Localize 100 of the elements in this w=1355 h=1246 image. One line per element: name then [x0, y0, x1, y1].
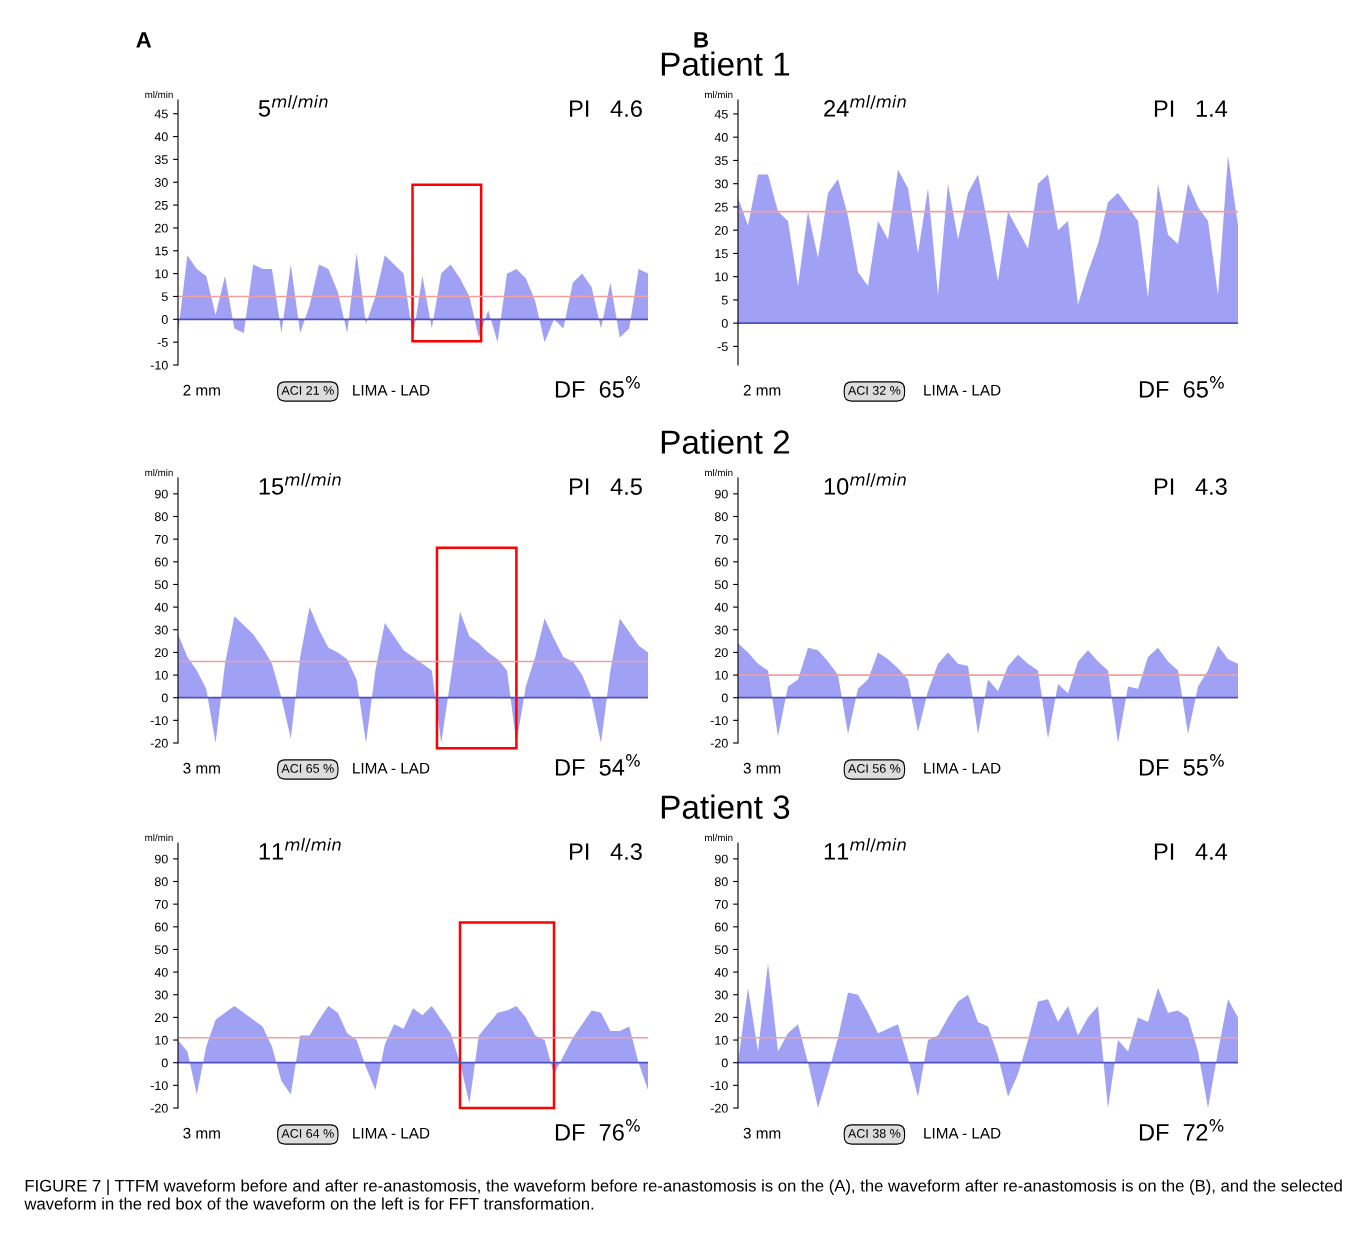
y-tick-label: 50: [154, 945, 168, 955]
y-tick-label: 0: [161, 1058, 168, 1068]
y-tick-label: 50: [714, 580, 728, 590]
chart-subtitle: B: [694, 32, 709, 48]
text: LIMA - LAD: [353, 384, 430, 396]
chart-title: Patient 2: [661, 429, 790, 454]
text: LIMA - LAD: [924, 1127, 1001, 1139]
text: DF 65$^{%}$: [1139, 376, 1224, 398]
y-axis-title: ml/min: [145, 833, 173, 842]
y-tick-label: -20: [150, 738, 168, 748]
y-tick-label: 20: [155, 223, 168, 233]
y-tick-label: 90: [154, 854, 168, 864]
annotation: 11$^{ml/min}$: [259, 837, 341, 860]
annotation: PI 4.3: [570, 843, 642, 860]
y-tick-label: 30: [714, 179, 728, 189]
y-tick-label: 20: [155, 1013, 168, 1023]
y-tick-label: 40: [714, 132, 728, 142]
annotation: PI 4.3: [1154, 478, 1227, 495]
y-tick-label: 40: [154, 602, 168, 612]
y-tick-label: 10: [715, 670, 728, 680]
y-tick-label: 20: [155, 648, 168, 658]
text: 3 mm: [743, 1127, 781, 1139]
y-tick-label: -5: [717, 342, 728, 352]
y-tick-label: 60: [155, 557, 168, 567]
y-tick-label: 0: [721, 693, 728, 703]
text: ACI 21 %: [281, 386, 334, 395]
y-tick-label: 40: [714, 967, 728, 977]
chart-title: Patient 3: [661, 794, 790, 819]
y-tick-label: 30: [714, 990, 728, 1000]
y-tick-label: 10: [155, 1035, 168, 1045]
y-tick-label: 30: [154, 990, 168, 1000]
annotation: PI 4.5: [570, 478, 642, 495]
text: DF 55$^{%}$: [1139, 754, 1224, 776]
text: ACI 65 %: [281, 764, 334, 773]
y-tick-label: -20: [710, 1103, 728, 1113]
annotation: PI 4.6: [570, 100, 642, 117]
y-tick-label: 90: [714, 854, 728, 864]
y-tick-label: 5: [721, 295, 728, 305]
y-tick-label: -20: [710, 738, 728, 748]
y-tick-label: 25: [715, 202, 728, 212]
chart-subtitle: A: [136, 32, 152, 48]
y-tick-label: -5: [157, 338, 168, 347]
y-tick-label: 45: [714, 109, 728, 119]
y-tick-label: 0: [721, 318, 728, 328]
y-tick-label: 15: [155, 246, 168, 256]
y-tick-label: 0: [161, 693, 168, 703]
text: DF 54$^{%}$: [555, 754, 640, 776]
text: 2 mm: [743, 384, 781, 396]
y-tick-label: 90: [714, 489, 728, 499]
text: ACI 38 %: [848, 1129, 901, 1138]
y-tick-label: -10: [150, 1081, 168, 1090]
y-tick-label: -10: [150, 716, 168, 725]
text: LIMA - LAD: [353, 1127, 430, 1139]
y-tick-label: -20: [150, 1103, 168, 1113]
y-tick-label: 5: [161, 292, 168, 302]
y-tick-label: 70: [715, 534, 728, 544]
y-tick-label: 10: [155, 670, 168, 680]
y-tick-label: 15: [715, 249, 728, 259]
y-tick-label: 80: [154, 512, 168, 522]
text: LIMA - LAD: [924, 762, 1001, 774]
y-tick-label: 40: [714, 602, 728, 612]
y-tick-label: 90: [154, 489, 168, 499]
annotation: 11$^{ml/min}$: [824, 837, 906, 860]
y-tick-label: -10: [150, 360, 168, 370]
annotation: PI 4.4: [1154, 843, 1228, 860]
annotation: 10$^{ml/min}$: [824, 472, 906, 495]
y-tick-label: 40: [154, 132, 168, 142]
y-tick-label: 20: [715, 225, 728, 235]
y-tick-label: 70: [155, 899, 168, 909]
y-tick-label: 80: [714, 877, 728, 887]
y-axis-title: ml/min: [145, 468, 173, 477]
y-axis-title: ml/min: [705, 833, 733, 842]
caption: FIGURE 7 | TTFM waveform before and after re-anastomosis, the waveform before re-anastomosis is on the (A), the waveform after re-anastomosis is on the (B), and the selected waveform in the red box of the waveform on the left is for FFT transformation.: [24, 1179, 1342, 1210]
y-tick-label: 50: [714, 945, 728, 955]
y-tick-label: 20: [715, 1013, 728, 1023]
y-tick-label: 30: [154, 625, 168, 635]
text: ACI 32 %: [848, 386, 901, 395]
text: ACI 64 %: [281, 1129, 334, 1138]
y-tick-label: 25: [155, 200, 168, 210]
y-tick-label: 10: [715, 272, 728, 282]
y-tick-label: 0: [161, 315, 168, 324]
y-tick-label: 60: [155, 922, 168, 932]
y-tick-label: 30: [154, 178, 168, 187]
y-axis-title: ml/min: [145, 90, 173, 99]
y-axis-title: ml/min: [705, 90, 733, 99]
y-tick-label: 80: [154, 877, 168, 887]
y-tick-label: 35: [714, 156, 728, 166]
y-tick-label: 20: [715, 648, 728, 658]
text: 3 mm: [183, 762, 220, 774]
y-tick-label: 30: [714, 625, 728, 635]
y-tick-label: 40: [154, 967, 168, 977]
y-tick-label: 70: [715, 899, 728, 909]
y-tick-label: 50: [154, 580, 168, 590]
text: LIMA - LAD: [924, 384, 1001, 396]
y-tick-label: -10: [710, 716, 728, 725]
y-tick-label: 60: [715, 922, 728, 932]
text: 3 mm: [743, 762, 781, 774]
y-tick-label: 10: [155, 269, 168, 279]
annotation: 5$^{ml/min}$: [258, 94, 328, 117]
chart-title: Patient 1: [661, 51, 790, 76]
